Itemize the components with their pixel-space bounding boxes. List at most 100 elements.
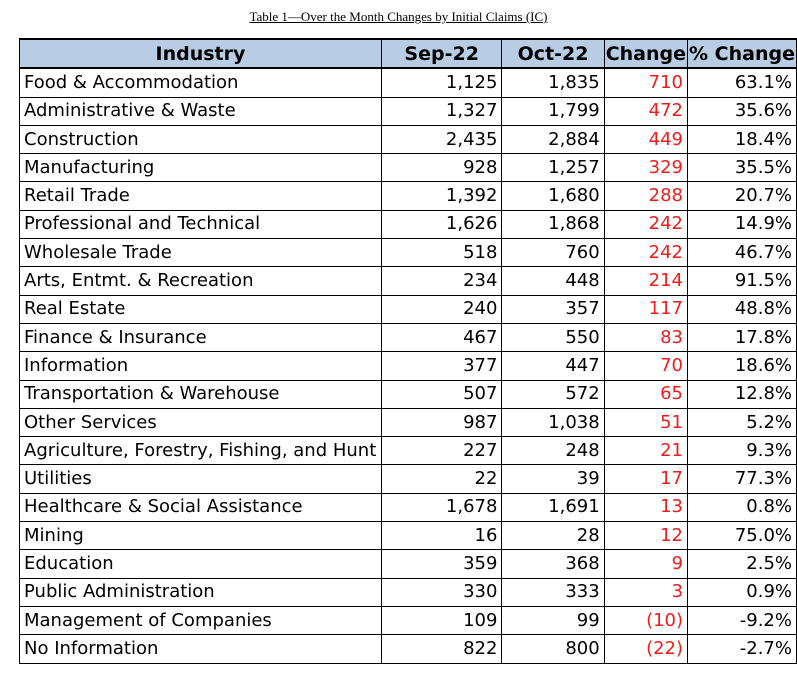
industry-cell: Food & Accommodation <box>19 67 382 98</box>
change-cell: 13 <box>603 492 689 523</box>
sep-22-cell: 1,678 <box>380 492 503 523</box>
change-cell: 242 <box>603 238 689 268</box>
change-cell: (22) <box>603 634 689 664</box>
oct-22-cell: 368 <box>501 549 605 579</box>
industry-cell: Professional and Technical <box>19 209 382 240</box>
oct-22-cell: 248 <box>501 436 605 466</box>
sep-22-cell: 240 <box>380 294 503 324</box>
industry-cell: Management of Companies <box>19 605 382 636</box>
header-industry: Industry <box>19 37 382 70</box>
sep-22-cell: 987 <box>380 407 503 438</box>
change-cell: 117 <box>603 294 689 324</box>
percent-change-cell: 18.6% <box>687 351 797 381</box>
table-row: Wholesale Trade 518 760 242 46.7% <box>19 238 797 268</box>
industry-cell: Transportation & Warehouse <box>19 379 382 409</box>
table-row: Agriculture, Forestry, Fishing, and Hunt… <box>19 436 797 466</box>
table-row: Finance & Insurance 467 550 83 17.8% <box>19 322 797 353</box>
industry-cell: No Information <box>19 634 382 664</box>
change-cell: 288 <box>603 181 689 211</box>
percent-change-cell: 75.0% <box>687 521 797 551</box>
percent-change-cell: 18.4% <box>687 124 797 155</box>
initial-claims-table: Industry Sep-22 Oct-22 Change % Change F… <box>19 37 797 664</box>
oct-22-cell: 760 <box>501 238 605 268</box>
table-row: Professional and Technical 1,626 1,868 242 1… <box>19 209 797 240</box>
percent-change-cell: 0.8% <box>687 492 797 523</box>
percent-change-cell: 35.6% <box>687 96 797 126</box>
percent-change-cell: 91.5% <box>687 266 797 296</box>
change-cell: 12 <box>603 521 689 551</box>
percent-change-cell: 63.1% <box>687 67 797 98</box>
industry-cell: Education <box>19 549 382 579</box>
percent-change-cell: 9.3% <box>687 436 797 466</box>
change-cell: 83 <box>603 322 689 353</box>
percent-change-cell: 0.9% <box>687 577 797 607</box>
table-row: Education 359 368 9 2.5% <box>19 549 797 579</box>
sep-22-cell: 22 <box>380 464 503 494</box>
header-row: Industry Sep-22 Oct-22 Change % Change <box>19 37 797 70</box>
oct-22-cell: 1,868 <box>501 209 605 240</box>
sep-22-cell: 1,327 <box>380 96 503 126</box>
oct-22-cell: 550 <box>501 322 605 353</box>
sep-22-cell: 1,125 <box>380 67 503 98</box>
sep-22-cell: 467 <box>380 322 503 353</box>
change-cell: 329 <box>603 153 689 183</box>
industry-cell: Retail Trade <box>19 181 382 211</box>
table-row: Food & Accommodation 1,125 1,835 710 63.1% <box>19 67 797 98</box>
oct-22-cell: 448 <box>501 266 605 296</box>
sep-22-cell: 109 <box>380 605 503 636</box>
percent-change-cell: -2.7% <box>687 634 797 664</box>
industry-cell: Wholesale Trade <box>19 238 382 268</box>
sep-22-cell: 507 <box>380 379 503 409</box>
header-percent-change: % Change <box>687 37 797 70</box>
oct-22-cell: 357 <box>501 294 605 324</box>
sep-22-cell: 1,626 <box>380 209 503 240</box>
change-cell: 242 <box>603 209 689 240</box>
oct-22-cell: 800 <box>501 634 605 664</box>
table-body: Food & Accommodation 1,125 1,835 710 63.1% Ad… <box>19 67 797 664</box>
industry-cell: Public Administration <box>19 577 382 607</box>
percent-change-cell: 2.5% <box>687 549 797 579</box>
change-cell: 3 <box>603 577 689 607</box>
change-cell: 710 <box>603 67 689 98</box>
table-row: Utilities 22 39 17 77.3% <box>19 464 797 494</box>
table-caption: Table 1—Over the Month Changes by Initia… <box>249 9 548 24</box>
table-row: Information 377 447 70 18.6% <box>19 351 797 381</box>
industry-cell: Arts, Entmt. & Recreation <box>19 266 382 296</box>
percent-change-cell: 77.3% <box>687 464 797 494</box>
oct-22-cell: 333 <box>501 577 605 607</box>
industry-cell: Administrative & Waste <box>19 96 382 126</box>
industry-cell: Agriculture, Forestry, Fishing, and Hunt <box>19 436 382 466</box>
industry-cell: Other Services <box>19 407 382 438</box>
oct-22-cell: 1,680 <box>501 181 605 211</box>
sep-22-cell: 928 <box>380 153 503 183</box>
sep-22-cell: 16 <box>380 521 503 551</box>
table-row: No Information 822 800 (22) -2.7% <box>19 634 797 664</box>
sep-22-cell: 822 <box>380 634 503 664</box>
change-cell: 449 <box>603 124 689 155</box>
sep-22-cell: 1,392 <box>380 181 503 211</box>
industry-cell: Mining <box>19 521 382 551</box>
change-cell: 9 <box>603 549 689 579</box>
table-row: Administrative & Waste 1,327 1,799 472 35.6% <box>19 96 797 126</box>
industry-cell: Construction <box>19 124 382 155</box>
sep-22-cell: 359 <box>380 549 503 579</box>
table-row: Manufacturing 928 1,257 329 35.5% <box>19 153 797 183</box>
table-row: Construction 2,435 2,884 449 18.4% <box>19 124 797 155</box>
header-oct-22: Oct-22 <box>501 37 605 70</box>
header-change: Change <box>603 37 689 70</box>
industry-cell: Utilities <box>19 464 382 494</box>
change-cell: 51 <box>603 407 689 438</box>
industry-cell: Healthcare & Social Assistance <box>19 492 382 523</box>
sep-22-cell: 2,435 <box>380 124 503 155</box>
oct-22-cell: 572 <box>501 379 605 409</box>
oct-22-cell: 2,884 <box>501 124 605 155</box>
oct-22-cell: 447 <box>501 351 605 381</box>
oct-22-cell: 1,799 <box>501 96 605 126</box>
sep-22-cell: 330 <box>380 577 503 607</box>
change-cell: 472 <box>603 96 689 126</box>
percent-change-cell: -9.2% <box>687 605 797 636</box>
percent-change-cell: 12.8% <box>687 379 797 409</box>
industry-cell: Finance & Insurance <box>19 322 382 353</box>
table-row: Management of Companies 109 99 (10) -9.2% <box>19 605 797 636</box>
header-sep-22: Sep-22 <box>380 37 503 70</box>
